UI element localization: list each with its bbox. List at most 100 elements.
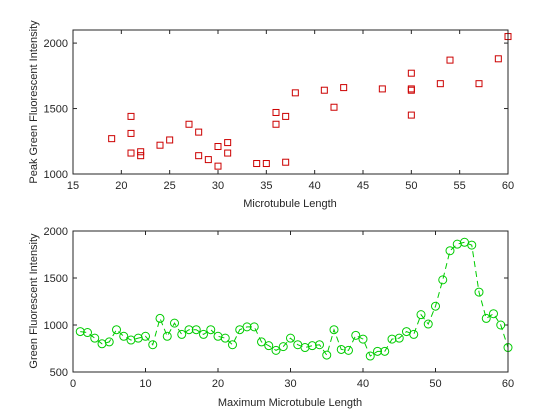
data-point <box>191 325 201 335</box>
x-tick-label: 60 <box>502 378 514 390</box>
data-point <box>90 333 100 343</box>
data-point <box>496 320 506 330</box>
data-point <box>112 325 121 335</box>
x-tick-label: 30 <box>212 180 224 192</box>
data-point <box>148 340 158 350</box>
data-point <box>291 89 299 97</box>
y-axis-label: Peak Green Fluorescent Intensity <box>28 20 40 184</box>
data-point <box>220 333 230 343</box>
data-point <box>282 112 290 120</box>
data-point <box>423 319 433 329</box>
x-tick-label: 40 <box>309 180 321 192</box>
data-point <box>271 345 281 355</box>
data-point <box>394 333 404 343</box>
data-point <box>264 341 274 351</box>
data-point <box>185 120 193 128</box>
x-tick-label: 10 <box>139 378 151 390</box>
data-point <box>436 80 444 88</box>
data-point <box>445 246 455 256</box>
data-point <box>272 120 280 128</box>
x-axis-label: Microtubule Length <box>243 198 337 210</box>
data-point <box>206 325 216 335</box>
x-tick-label: 60 <box>502 180 514 192</box>
x-tick-label: 40 <box>357 378 369 390</box>
data-point <box>407 69 415 77</box>
data-point <box>195 152 203 160</box>
y-tick-label: 2000 <box>44 38 68 50</box>
x-tick-label: 0 <box>70 378 76 390</box>
axes-box <box>72 230 509 373</box>
data-point <box>228 340 237 350</box>
axes-box <box>72 29 509 175</box>
data-point <box>409 329 419 339</box>
data-point <box>224 149 232 157</box>
data-point <box>330 103 338 111</box>
data-point <box>481 313 491 323</box>
data-point <box>156 141 164 149</box>
plot-area <box>73 231 508 372</box>
data-point <box>467 240 477 250</box>
data-point <box>242 322 252 332</box>
data-point <box>322 350 332 360</box>
data-point <box>278 342 288 352</box>
x-tick-label: 20 <box>115 180 127 192</box>
data-point <box>446 56 454 64</box>
data-point <box>75 327 85 337</box>
data-point <box>249 322 259 332</box>
data-point <box>204 156 212 164</box>
data-point <box>253 160 261 168</box>
data-point <box>320 86 328 94</box>
data-point <box>358 334 368 344</box>
x-tick-label: 25 <box>164 180 176 192</box>
data-point <box>407 86 415 94</box>
data-point <box>155 313 165 323</box>
plot-area <box>73 30 508 174</box>
data-point <box>177 329 187 339</box>
x-tick-label: 30 <box>284 378 296 390</box>
data-point <box>475 80 483 88</box>
data-point <box>340 84 348 92</box>
data-point <box>380 346 390 356</box>
data-point <box>344 345 353 355</box>
data-point <box>137 148 145 156</box>
data-point <box>170 318 179 328</box>
y-tick-label: 1500 <box>44 104 68 116</box>
y-tick-label: 1000 <box>44 169 68 181</box>
x-tick-label: 45 <box>357 180 369 192</box>
data-point <box>127 149 135 157</box>
data-point <box>199 329 208 339</box>
data-point <box>315 340 324 350</box>
y-tick-label: 500 <box>50 367 68 379</box>
chart-bottom-line: Maximum Microtubule Length Green Fluores… <box>28 226 514 409</box>
data-point <box>431 301 440 311</box>
x-tick-label: 50 <box>429 378 441 390</box>
y-tick-label: 1000 <box>44 320 68 332</box>
data-point <box>329 325 339 335</box>
data-point <box>214 162 222 170</box>
data-point <box>162 331 172 341</box>
data-point <box>83 328 92 338</box>
data-point <box>282 158 290 166</box>
data-point <box>474 287 484 297</box>
data-point <box>166 136 174 144</box>
data-point <box>489 309 498 319</box>
data-point <box>195 128 203 136</box>
x-tick-label: 55 <box>454 180 466 192</box>
data-point <box>307 341 317 351</box>
data-point <box>262 160 270 168</box>
series-line <box>80 241 509 357</box>
data-point <box>141 331 150 341</box>
data-point <box>336 344 346 354</box>
data-point <box>387 334 397 344</box>
data-point <box>416 310 426 320</box>
data-point <box>257 337 266 347</box>
data-point <box>214 143 222 151</box>
y-tick-label: 1500 <box>44 273 68 285</box>
x-tick-label: 50 <box>405 180 417 192</box>
data-point <box>119 331 129 341</box>
data-point <box>137 152 145 160</box>
data-point <box>272 108 280 116</box>
data-point <box>365 351 375 361</box>
data-point <box>378 85 386 93</box>
